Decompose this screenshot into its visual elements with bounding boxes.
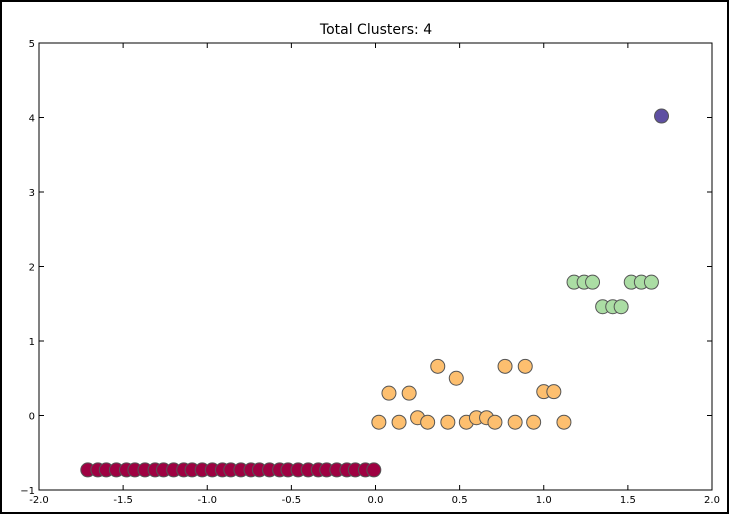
y-tick-label: 5: [29, 39, 35, 50]
data-point-cluster-2: [440, 414, 456, 430]
data-point-cluster-2: [448, 370, 464, 386]
x-tick-label: 0.5: [452, 495, 468, 506]
data-point-cluster-2: [391, 414, 407, 430]
data-point-cluster-2: [546, 384, 562, 400]
data-point-cluster-2: [507, 414, 523, 430]
y-tick-label: 1: [29, 337, 35, 348]
data-point-cluster-2: [517, 358, 533, 374]
data-point-cluster-2: [526, 414, 542, 430]
data-point-cluster-2: [430, 358, 446, 374]
data-point-cluster-1: [366, 462, 382, 478]
data-point-cluster-3: [613, 299, 629, 315]
data-point-cluster-2: [371, 414, 387, 430]
y-tick-label: −1: [20, 486, 35, 497]
x-tick-label: -2.0: [29, 495, 49, 506]
x-tick-label: -0.5: [282, 495, 302, 506]
data-point-cluster-3: [585, 274, 601, 290]
data-point-cluster-4: [654, 108, 670, 124]
data-point-cluster-3: [643, 274, 659, 290]
chart-title: Total Clusters: 4: [319, 22, 432, 38]
data-point-cluster-2: [420, 414, 436, 430]
plot-area: [38, 42, 713, 491]
data-point-cluster-2: [401, 385, 417, 401]
data-point-cluster-2: [556, 414, 572, 430]
x-tick-label: -1.5: [113, 495, 133, 506]
x-tick-label: 0.0: [368, 495, 384, 506]
x-tick-label: 1.5: [620, 495, 636, 506]
x-tick-label: 2.0: [704, 495, 720, 506]
y-tick-label: 2: [29, 263, 35, 274]
data-point-cluster-2: [497, 358, 513, 374]
data-point-cluster-2: [487, 414, 503, 430]
x-tick-label: 1.0: [536, 495, 552, 506]
data-points: [80, 108, 670, 478]
y-tick-label: 3: [29, 188, 35, 199]
data-point-cluster-2: [381, 385, 397, 401]
y-tick-label: 0: [29, 412, 35, 423]
x-tick-label: -1.0: [197, 495, 217, 506]
axis-ticks: -2.0 -1.5 -1.0 -0.5 0.0 0.5 1.0 1.5 2.0 −1 0 1 2 3 4 5: [20, 39, 720, 506]
y-tick-label: 4: [29, 114, 35, 125]
